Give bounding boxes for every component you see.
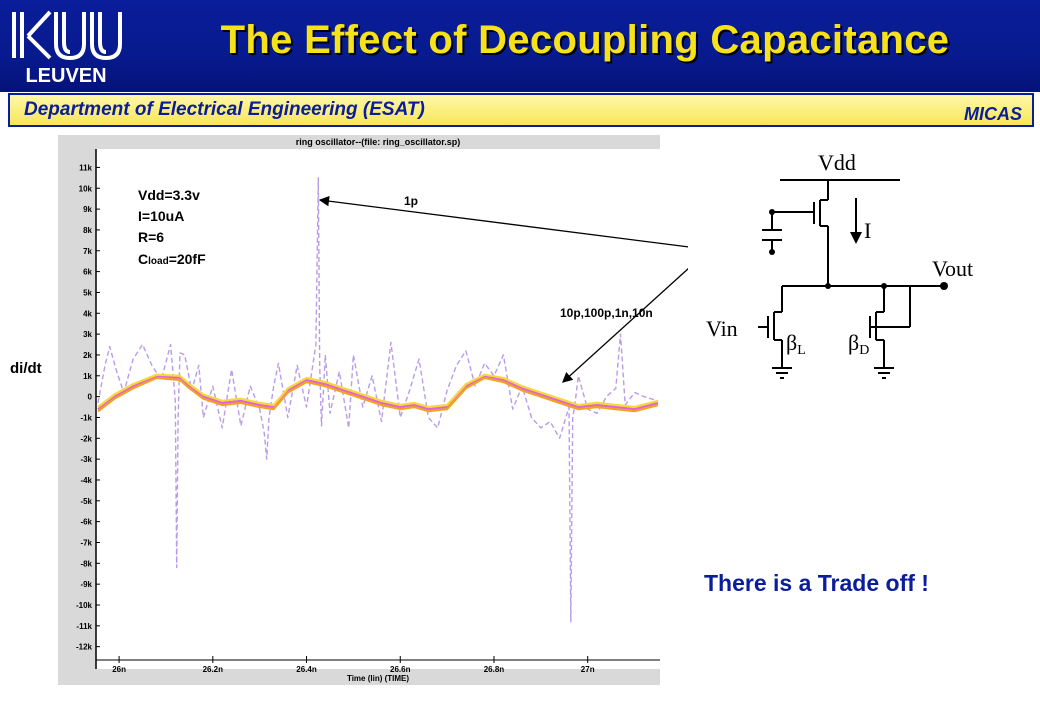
- y-tick-label: 0: [88, 393, 93, 402]
- y-tick-label: 7k: [83, 247, 92, 256]
- current-arrowhead: [850, 232, 862, 244]
- y-tick-label: -11k: [76, 622, 92, 631]
- y-tick-label: 2k: [83, 351, 92, 360]
- y-tick-label: -10k: [76, 601, 93, 610]
- y-tick-label: 8k: [83, 226, 92, 235]
- x-tick-label: 26.6n: [390, 665, 411, 674]
- x-ticks: 26n 26.2n 26.4n 26.6n 26.8n 27n: [112, 656, 595, 674]
- circuit-schematic: Vdd I Vout Vin βL βD: [688, 140, 1008, 400]
- y-tick-label: 10k: [79, 184, 93, 193]
- group-label: MICAS: [964, 104, 1022, 124]
- y-tick-label: -3k: [80, 455, 92, 464]
- vdd-label: Vdd: [818, 150, 856, 175]
- logo-text: LEUVEN: [25, 65, 106, 87]
- y-tick-label: 9k: [83, 205, 92, 214]
- series-line-100p: [97, 376, 659, 413]
- y-tick-label: 4k: [83, 309, 92, 318]
- x-tick-label: 26.8n: [484, 665, 505, 674]
- y-axis-label: di/dt: [10, 360, 42, 377]
- y-tick-label: -7k: [80, 538, 92, 547]
- header-banner: LEUVEN The Effect of Decoupling Capacita…: [0, 0, 1040, 92]
- vin-label: Vin: [706, 316, 738, 341]
- didt-chart: ring oscillator--(file: ring_oscillator.…: [76, 137, 660, 683]
- ku-leuven-logo: LEUVEN: [12, 10, 122, 87]
- y-tick-label: -9k: [80, 580, 92, 589]
- y-tick-label: -5k: [80, 497, 92, 506]
- y-tick-label: -1k: [80, 413, 92, 422]
- y-tick-label: -8k: [80, 559, 92, 568]
- department-bar: Department of Electrical Engineering (ES…: [8, 93, 1034, 127]
- y-tick-label: -6k: [80, 518, 92, 527]
- y-tick-label: -2k: [80, 434, 92, 443]
- beta-d-label: βD: [848, 330, 869, 358]
- y-tick-label: -12k: [76, 643, 93, 652]
- x-tick-label: 26.2n: [203, 665, 224, 674]
- y-ticks: 11k 10k 9k 8k 7k 6k 5k 4k 3k 2k 1k 0 -1k -2k -3k -4k -5k…: [76, 163, 100, 652]
- x-tick-label: 27n: [581, 665, 595, 674]
- series-line-1p: [97, 177, 659, 623]
- series-lines: [97, 177, 659, 623]
- series-line-10p: [97, 374, 659, 411]
- chart-frame: ring oscillator--(file: ring_oscillator.…: [58, 135, 660, 685]
- slide-title: The Effect of Decoupling Capacitance: [220, 18, 950, 62]
- y-tick-label: 11k: [79, 163, 92, 172]
- y-tick-label: 1k: [83, 372, 92, 381]
- series-line-1n10n: [97, 373, 659, 409]
- vout-label: Vout: [932, 256, 973, 281]
- y-tick-label: 3k: [83, 330, 92, 339]
- y-tick-label: -4k: [80, 476, 92, 485]
- chart-title: ring oscillator--(file: ring_oscillator.…: [296, 137, 461, 147]
- y-tick-label: 5k: [83, 288, 92, 297]
- tradeoff-text: There is a Trade off !: [704, 570, 929, 596]
- y-tick-label: 6k: [83, 268, 92, 277]
- x-tick-label: 26.4n: [296, 665, 317, 674]
- department-label: Department of Electrical Engineering (ES…: [24, 99, 425, 120]
- x-axis-label: Time (lin) (TIME): [347, 674, 409, 683]
- beta-l-label: βL: [786, 330, 806, 358]
- x-tick-label: 26n: [112, 665, 126, 674]
- current-label: I: [864, 218, 871, 243]
